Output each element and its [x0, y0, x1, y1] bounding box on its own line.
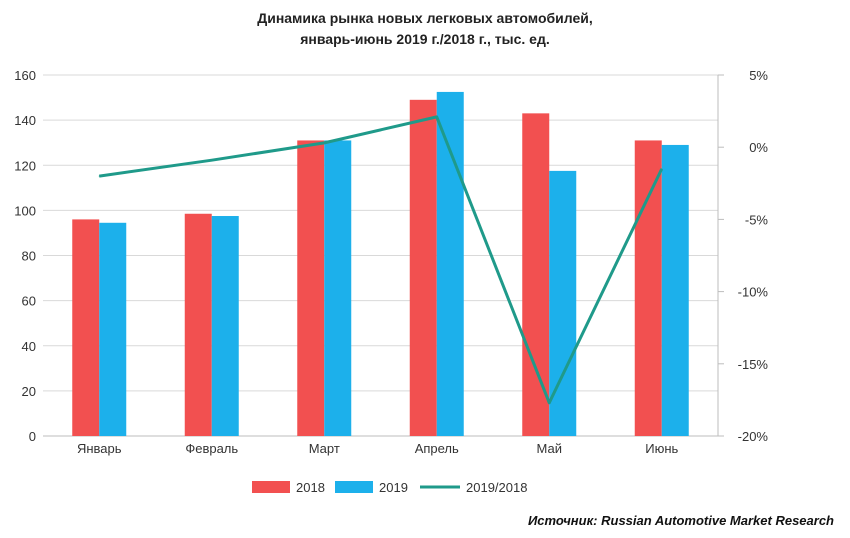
legend-swatch-2018: [252, 481, 290, 493]
y-left-tick-label: 160: [14, 68, 36, 83]
x-axis: Январь Февраль Март Апрель Май Июнь: [77, 441, 679, 456]
y-axis-left: 0 20 40 60 80 100 120 140 160: [14, 68, 36, 444]
y-right-tick-label: -10%: [738, 285, 769, 300]
y-right-tick-label: -5%: [745, 212, 769, 227]
y-left-tick-label: 80: [22, 249, 36, 264]
legend-swatch-2019: [335, 481, 373, 493]
y-left-tick-label: 40: [22, 339, 36, 354]
y-left-tick-label: 20: [22, 384, 36, 399]
source-note: Источник: Russian Automotive Market Rese…: [527, 513, 834, 528]
bar-2018-Май: [522, 113, 550, 436]
x-tick-label: Февраль: [185, 441, 238, 456]
line-point-Апрель: [436, 116, 438, 118]
bar-2018-Апрель: [409, 99, 437, 436]
y-left-tick-label: 0: [29, 429, 36, 444]
legend-label-2019: 2019: [379, 480, 408, 495]
line-point-Январь: [98, 175, 100, 177]
y-left-tick-label: 120: [14, 158, 36, 173]
y-left-tick-label: 100: [14, 203, 36, 218]
y-left-tick-label: 60: [22, 294, 36, 309]
grid-lines: [43, 74, 718, 437]
chart-title: Динамика рынка новых легковых автомобиле…: [257, 10, 593, 47]
x-tick-label: Июнь: [645, 441, 678, 456]
x-tick-label: Май: [537, 441, 562, 456]
bar-2018-Февраль: [184, 213, 212, 436]
bar-2018-Июнь: [634, 140, 662, 436]
bar-2019-Февраль: [211, 216, 239, 436]
bar-2018-Январь: [72, 219, 100, 436]
y-left-tick-label: 140: [14, 113, 36, 128]
line-point-Март: [323, 142, 325, 144]
x-tick-label: Март: [309, 441, 340, 456]
y-axis-right: -20% -15% -10% -5% 0% 5%: [717, 68, 769, 444]
chart-title-line-1: Динамика рынка новых легковых автомобиле…: [257, 10, 593, 26]
y-right-tick-label: -20%: [738, 429, 769, 444]
line-2019/2018: [99, 115, 664, 405]
chart-title-line-2: январь-июнь 2019 г./2018 г., тыс. ед.: [300, 31, 549, 47]
y-right-tick-label: 5%: [749, 68, 768, 83]
line-point-Май: [548, 402, 550, 404]
bar-2018-Март: [297, 140, 325, 436]
y-right-tick-label: 0%: [749, 140, 768, 155]
x-tick-label: Январь: [77, 441, 122, 456]
bar-2019-Июнь: [661, 144, 689, 436]
bars: [72, 91, 689, 436]
bar-2019-Январь: [99, 222, 127, 436]
line-point-Февраль: [211, 159, 213, 161]
y-right-tick-label: -15%: [738, 357, 769, 372]
legend-label-2019/2018: 2019/2018: [466, 480, 527, 495]
x-tick-label: Апрель: [415, 441, 459, 456]
legend-label-2018: 2018: [296, 480, 325, 495]
line-point-Июнь: [661, 168, 663, 170]
ratio-line: [98, 115, 664, 405]
legend: 2018 2019 2019/2018: [252, 480, 527, 495]
bar-2019-Март: [324, 140, 352, 436]
bar-2019-Апрель: [436, 91, 464, 436]
